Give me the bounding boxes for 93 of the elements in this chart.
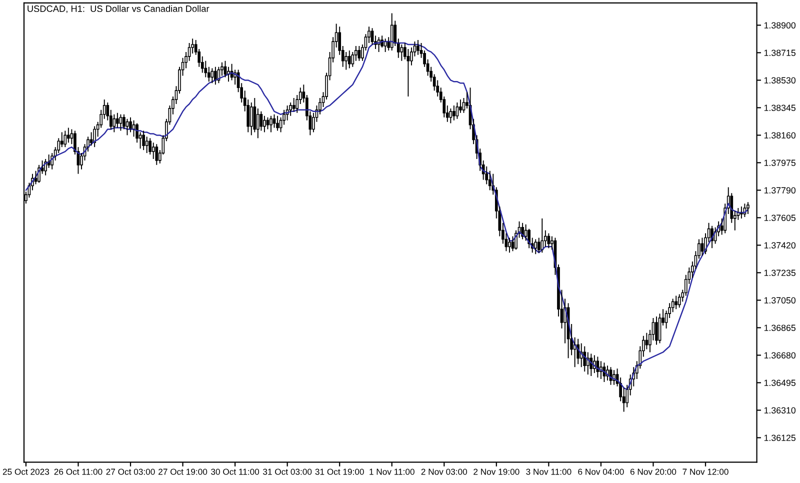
candlestick (400, 44, 404, 62)
y-tick-label: 1.37790 (764, 187, 796, 194)
candlestick (404, 42, 406, 60)
candlestick (622, 387, 626, 412)
candlestick (198, 48, 201, 68)
candlestick (368, 26, 370, 44)
x-tick-label: 27 Oct 03:00 (106, 468, 155, 475)
candlestick (148, 138, 152, 156)
candlestick (436, 80, 440, 98)
y-tick-label: 1.36495 (764, 380, 796, 386)
candlestick (152, 142, 155, 160)
candlestick (674, 295, 678, 310)
candlestick (220, 62, 224, 76)
x-tick-label: 6 Nov 20:00 (630, 468, 676, 475)
candlestick (246, 99, 250, 133)
candlestick (200, 56, 204, 74)
x-tick-label: 1 Nov 11:00 (370, 468, 414, 475)
candlestick (655, 316, 658, 346)
candlestick (214, 66, 217, 86)
x-tick-label: 27 Oct 19:00 (158, 468, 208, 475)
candlestick (318, 98, 322, 115)
candlestick (282, 109, 286, 126)
candlestick (270, 115, 272, 133)
candlestick (296, 94, 299, 114)
candlestick (746, 202, 750, 214)
candlestick (112, 114, 116, 133)
candlestick (537, 237, 540, 254)
y-tick-label: 1.38715 (764, 50, 796, 56)
y-tick-label: 1.37235 (764, 270, 796, 276)
x-tick-label: 3 Nov 11:00 (526, 468, 572, 475)
candlestick (263, 115, 266, 133)
candlestick (344, 51, 348, 70)
chart-title: USDCAD, H1: US Dollar vs Canadian Dollar (28, 5, 210, 14)
candlestick (86, 136, 90, 152)
x-tick-label: 25 Oct 2023 (2, 468, 50, 475)
candlestick (250, 102, 253, 136)
candlestick (354, 46, 358, 62)
candlestick (191, 38, 194, 54)
candlestick (289, 102, 292, 116)
y-tick-label: 1.37975 (764, 160, 796, 166)
y-tick-label: 1.36680 (764, 352, 796, 359)
candlestick (142, 130, 146, 151)
y-tick-label: 1.37420 (764, 242, 796, 249)
candlestick (668, 302, 671, 319)
candlestick (60, 132, 64, 148)
candlestick (292, 98, 296, 112)
candlestick (416, 40, 420, 56)
candlestick (671, 298, 674, 313)
y-tick-label: 1.38900 (764, 22, 796, 29)
x-tick-label: 31 Oct 03:00 (263, 468, 312, 475)
candlestick (100, 109, 103, 128)
candlestick (449, 108, 452, 124)
x-tick-label: 7 Nov 12:00 (682, 468, 728, 475)
candlestick (619, 377, 622, 402)
y-tick-label: 1.36310 (764, 407, 796, 414)
candlestick (207, 66, 210, 82)
candlestick (122, 114, 126, 130)
y-tick-label: 1.37050 (764, 297, 796, 304)
candlestick (430, 66, 433, 82)
candlestick (155, 144, 158, 166)
candlestick (351, 51, 354, 68)
candlestick (184, 51, 188, 69)
candlestick (488, 170, 492, 191)
x-tick-label: 6 Nov 04:00 (578, 468, 624, 475)
y-tick-label: 1.38160 (764, 132, 796, 139)
y-tick-label: 1.36125 (764, 434, 796, 442)
candlestick (540, 218, 544, 254)
y-tick-label: 1.37605 (764, 214, 796, 222)
candlestick (116, 112, 119, 128)
x-tick-label: 2 Nov 03:00 (421, 468, 468, 475)
candlestick (384, 38, 387, 52)
candlestick (64, 130, 67, 148)
x-tick-label: 2 Nov 19:00 (474, 468, 520, 475)
candlestick (67, 127, 70, 144)
candlestick (348, 50, 351, 69)
candlestick (93, 126, 96, 148)
candlestick (256, 108, 260, 139)
candlestick (459, 99, 462, 114)
candlestick (583, 346, 586, 372)
candlestick (423, 50, 426, 68)
candlestick (109, 109, 112, 130)
x-tick-label: 26 Oct 11:00 (54, 468, 102, 475)
y-tick-label: 1.38345 (764, 104, 796, 112)
y-tick-label: 1.38530 (764, 77, 796, 84)
candlestick (145, 136, 148, 154)
y-tick-label: 1.36865 (764, 324, 796, 332)
candlestick (452, 104, 456, 121)
candlestick (390, 12, 394, 51)
candlestick (485, 166, 488, 185)
x-tick-label: 30 Oct 11:00 (211, 468, 260, 475)
candlestick (204, 60, 208, 78)
candlestick (508, 237, 511, 254)
x-tick-label: 31 Oct 19:00 (315, 468, 364, 475)
